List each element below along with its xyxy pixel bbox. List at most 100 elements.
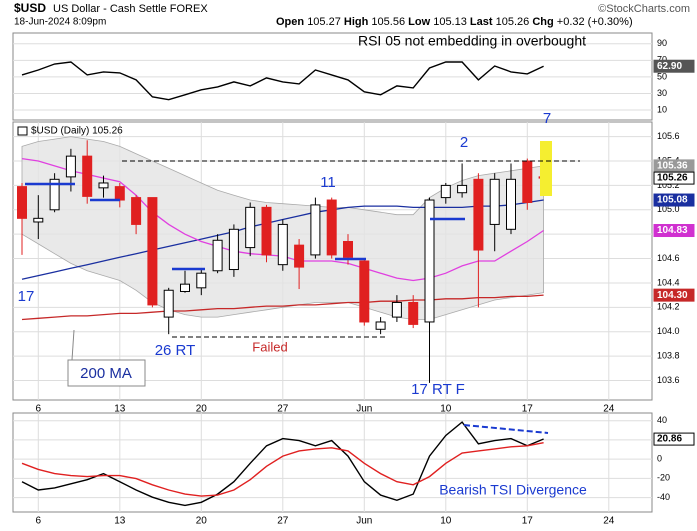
moving-average <box>21 199 544 280</box>
value-label-box <box>653 224 695 238</box>
candle-body <box>228 228 239 271</box>
value-label: 104.83 <box>657 225 688 236</box>
quote-label: Open <box>276 16 304 28</box>
x-tick-label: Jun <box>356 404 372 415</box>
candle-body <box>294 244 305 268</box>
quote-value: 105.56 <box>371 16 405 28</box>
candle-body <box>506 178 516 230</box>
y-tick-label: 104.0 <box>657 326 680 336</box>
instrument-name: US Dollar - Cash Settle FOREX <box>53 3 208 15</box>
candle-body <box>440 184 451 199</box>
panel-frame <box>12 412 653 513</box>
pointer <box>71 329 75 361</box>
annotation-box <box>67 359 146 387</box>
candle-body <box>359 260 370 323</box>
highlight <box>540 141 552 196</box>
y-tick-label: 30 <box>657 88 667 98</box>
candle-body <box>180 283 190 292</box>
series-line <box>21 61 544 101</box>
header: $USD US Dollar - Cash Settle FOREX ©Stoc… <box>14 1 690 28</box>
candle-body <box>457 184 468 194</box>
quote-label: Chg <box>532 16 553 28</box>
value-label: 105.08 <box>657 195 688 206</box>
candle-body <box>82 155 93 197</box>
y-tick-label: 105.2 <box>657 180 680 190</box>
symbol: $USD <box>14 1 46 15</box>
quote-value: 105.26 <box>496 16 530 28</box>
x-tick-label: 24 <box>603 404 615 415</box>
y-tick-label: 105.6 <box>657 131 680 141</box>
quote-label: Last <box>470 16 493 28</box>
value-label: 20.86 <box>657 434 682 445</box>
candle-body <box>261 206 272 256</box>
moving-average <box>21 294 544 321</box>
candle-body <box>473 178 484 251</box>
x-tick-label: 13 <box>114 516 126 527</box>
candle-body <box>408 301 419 325</box>
value-label-box <box>653 59 695 73</box>
y-tick-label: -40 <box>657 492 670 502</box>
annotation: 2 <box>460 134 468 151</box>
x-tick-label: 13 <box>114 404 126 415</box>
y-tick-label: 105.0 <box>657 204 680 214</box>
y-tick-label: 103.8 <box>657 350 680 360</box>
divergence-line <box>463 424 549 434</box>
y-tick-label: 104.2 <box>657 302 680 312</box>
y-tick-label: 103.6 <box>657 375 680 385</box>
x-tick-label: 27 <box>277 404 289 415</box>
candle-body <box>522 160 533 203</box>
quote: Open 105.27 High 105.56 Low 105.13 Last … <box>276 16 633 28</box>
annotation: Failed <box>252 339 287 354</box>
candle-body <box>391 301 402 318</box>
plots: 907050301062.90105.6105.4105.2105.0104.8… <box>12 32 695 527</box>
x-tick-label: 6 <box>36 404 42 415</box>
quote-value: 105.27 <box>307 16 341 28</box>
value-label-box <box>653 171 695 185</box>
value-label-box <box>653 193 695 207</box>
y-tick-label: -20 <box>657 473 670 483</box>
candle-body <box>131 197 142 225</box>
candle-body <box>310 204 321 256</box>
annotation: 17 <box>18 288 35 305</box>
candle-body <box>98 182 109 189</box>
quote-label: Low <box>408 16 430 28</box>
y-tick-label: 10 <box>657 104 667 114</box>
candle-body <box>65 155 76 178</box>
candle-body <box>196 272 207 289</box>
y-tick-label: 90 <box>657 38 667 48</box>
value-label: 105.36 <box>657 161 688 172</box>
x-tick-label: 10 <box>440 516 452 527</box>
quote-value: 105.13 <box>433 16 467 28</box>
annotation: 26 RT <box>155 342 196 359</box>
value-label: 104.30 <box>657 290 688 301</box>
candle-body <box>33 217 44 223</box>
candle-body <box>489 178 500 225</box>
credit: ©StockCharts.com <box>598 3 690 15</box>
annotation: RSI 05 not embedding in overbought <box>358 33 586 49</box>
x-tick-label: 20 <box>196 404 208 415</box>
x-tick-label: 10 <box>440 404 452 415</box>
annotation: Bearish TSI Divergence <box>439 482 587 498</box>
y-tick-label: 50 <box>657 71 667 81</box>
candle-body <box>326 199 337 256</box>
quote-value: +0.32 (+0.30%) <box>557 16 633 28</box>
annotation: 17 RT F <box>411 381 465 398</box>
candle-body <box>114 186 125 201</box>
legend-icon <box>17 126 28 136</box>
candle-body <box>245 206 256 249</box>
y-tick-label: 104.6 <box>657 253 680 263</box>
candle-body <box>375 321 386 330</box>
annotation: 7 <box>543 110 551 127</box>
value-label-box <box>653 432 695 446</box>
datetime: 18-Jun-2024 8:09pm <box>14 17 106 28</box>
annotation: 200 MA <box>80 365 132 382</box>
candle-body <box>277 223 288 266</box>
candle-body <box>49 178 60 211</box>
candle-body <box>17 186 27 219</box>
x-tick-label: 17 <box>522 404 534 415</box>
x-tick-label: Jun <box>356 516 372 527</box>
y-tick-label: 0 <box>657 454 662 464</box>
series-line <box>21 442 544 497</box>
